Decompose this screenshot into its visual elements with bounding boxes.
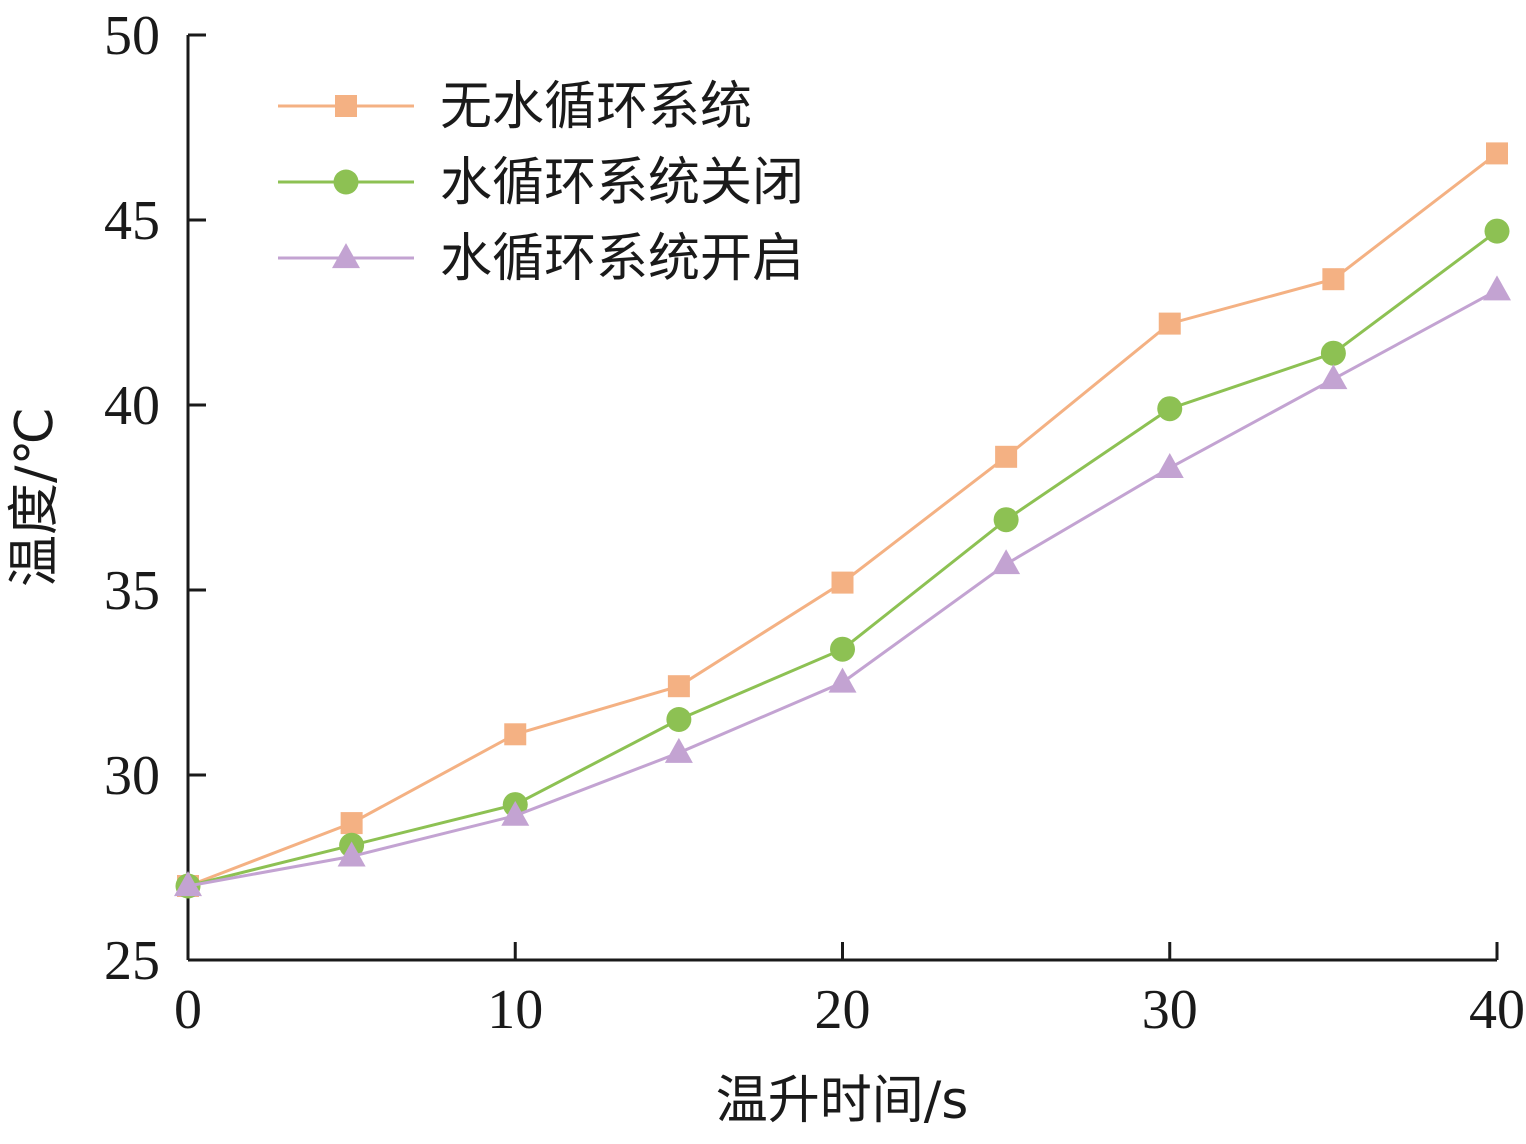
data-point [993,507,1019,533]
data-point [1322,268,1345,291]
data-point [664,737,693,763]
y-tick-label: 50 [104,5,160,67]
data-point [667,675,690,698]
series-2 [175,218,1510,899]
y-tick-label: 30 [104,745,160,807]
x-tick-label: 40 [1469,979,1525,1041]
data-point [504,723,527,746]
data-point [831,571,854,594]
legend-label: 水循环系统开启 [440,229,804,289]
data-point [1158,312,1181,335]
series-line [187,152,1498,888]
series-line [187,229,1498,888]
data-point [1157,396,1183,422]
series-layer [174,142,1511,899]
legend-marker [332,243,360,269]
x-tick-label: 30 [1142,979,1198,1041]
legend-item-1: 无水循环系统 [278,77,752,137]
x-tick-label: 0 [174,979,202,1041]
legend-item-3: 水循环系统开启 [278,229,804,289]
data-point [174,871,202,897]
data-point [666,707,692,732]
data-point [1483,275,1511,301]
legend-item-2: 水循环系统关闭 [278,153,804,213]
y-tick-label: 45 [104,190,160,252]
data-point [501,800,530,826]
x-tick-label: 20 [815,979,871,1041]
data-point [337,841,366,867]
data-point [1486,142,1508,165]
y-axis-title: 温度/℃ [5,407,65,587]
data-point [1319,364,1348,390]
data-point [830,636,855,662]
data-point [1155,453,1184,478]
series-1 [177,142,1508,897]
legend-marker [335,95,357,117]
legend-label: 水循环系统关闭 [440,153,804,213]
data-point [995,445,1018,468]
data-point [1484,218,1510,244]
data-point [992,549,1021,575]
y-tick-label: 35 [104,560,160,622]
data-point [828,667,857,693]
legend-label: 无水循环系统 [440,77,752,137]
x-axis-title: 温升时间/s [716,1071,969,1131]
y-tick-label: 25 [104,930,160,992]
axes: 25 30 35 40 45 50 0 10 20 30 40 [104,5,1525,1041]
data-point [340,812,363,835]
x-tick-label: 10 [487,979,543,1041]
legend-marker [333,169,359,195]
y-tick-label: 40 [104,375,160,437]
series-3 [174,275,1511,897]
data-point [1320,340,1346,366]
